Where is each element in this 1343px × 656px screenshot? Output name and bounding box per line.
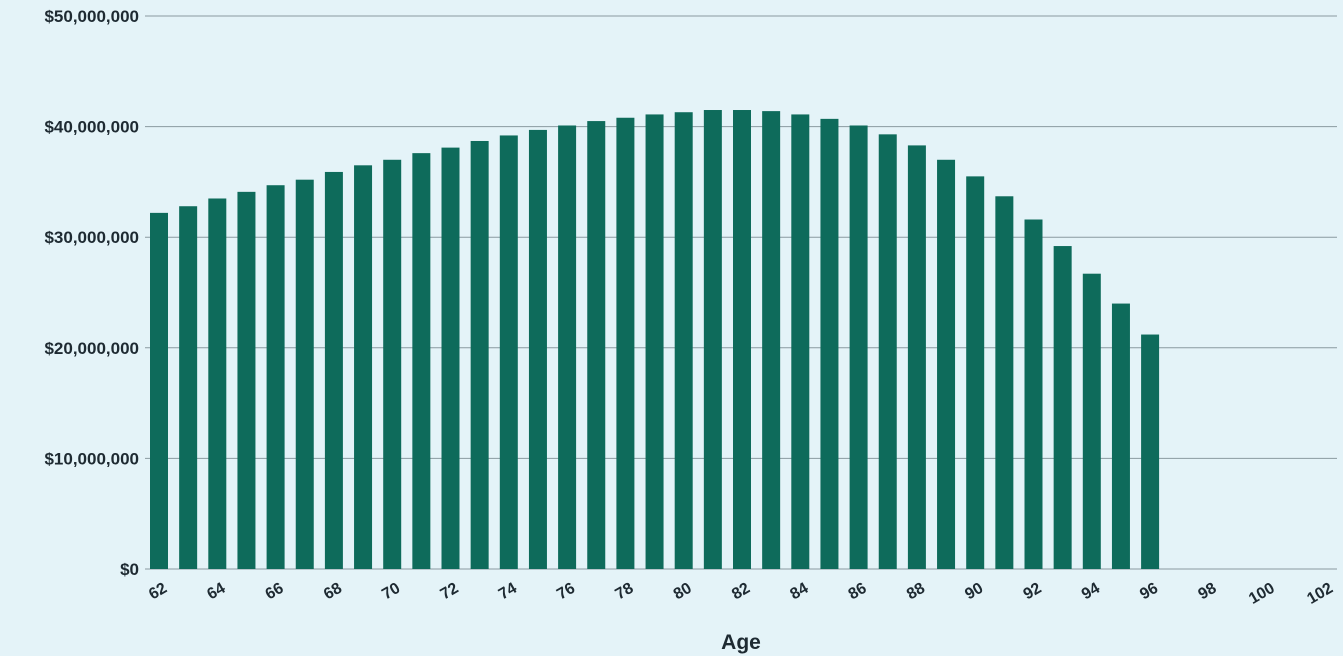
x-tick-label: 90 [962,580,986,604]
bar-age-83 [762,111,781,570]
bar-age-64 [208,198,227,570]
bar-age-82 [733,110,751,569]
bar-age-74 [499,135,518,569]
bar-age-92 [1024,219,1043,569]
bar-age-91 [995,196,1014,569]
bar-age-95 [1111,303,1130,569]
x-tick-label: 74 [496,580,520,604]
bar-age-89 [937,159,956,569]
bar-age-88 [907,145,926,569]
bar-age-72 [441,147,460,570]
bar-age-66 [266,185,285,569]
bars [150,110,1160,570]
bar-age-65 [237,191,256,569]
bar-age-81 [703,110,722,569]
x-tick-label: 92 [1021,580,1045,604]
bar-age-96 [1141,334,1160,569]
x-tick-label: 70 [379,580,403,604]
x-axis-ticks: 62 64 66 68 70 72 74 76 78 80 82 84 86 88 90 92 94 96 98 10… [146,580,1336,608]
bar-age-71 [412,153,431,569]
y-tick-label: $30,000,000 [44,228,139,247]
bar-age-94 [1082,273,1101,569]
bar-age-78 [616,117,635,569]
x-tick-label: 84 [787,580,811,604]
x-axis-title: Age [721,631,761,654]
x-tick-label: 66 [263,580,287,604]
y-axis-ticks: $0 $10,000,000 $20,000,000 $30,000,000 $40,0… [44,7,139,579]
bar-age-84 [791,114,810,570]
bar-age-69 [354,165,373,569]
x-tick-label: 62 [146,580,170,604]
bar-age-80 [674,112,693,569]
y-tick-label: $40,000,000 [44,118,139,137]
bar-age-87 [878,134,897,569]
x-tick-label: 98 [1195,580,1219,604]
x-tick-label: 78 [612,580,636,604]
x-tick-label: 100 [1246,580,1278,608]
bar-age-90 [966,176,985,569]
y-tick-label: $10,000,000 [44,449,139,468]
x-tick-label: 64 [204,580,228,604]
bar-age-85 [820,118,839,570]
bar-age-79 [645,114,664,570]
x-tick-label: 68 [321,580,345,604]
x-tick-label: 86 [846,580,870,604]
bar-age-76 [558,125,577,570]
y-tick-label: $0 [120,560,139,579]
x-tick-label: 72 [438,580,462,604]
bar-age-93 [1053,246,1072,570]
bar-age-73 [470,140,489,570]
bar-age-75 [528,129,547,570]
bar-age-70 [383,159,402,569]
x-tick-label: 96 [1137,580,1161,604]
bar-age-62 [150,212,168,569]
x-tick-label: 76 [554,580,578,604]
x-tick-label: 80 [671,580,695,604]
bar-age-77 [587,121,606,569]
y-tick-label: $20,000,000 [44,339,139,358]
x-tick-label: 94 [1079,580,1103,604]
bar-age-63 [179,206,198,570]
y-tick-label: $50,000,000 [44,7,139,26]
x-tick-label: 82 [729,580,753,604]
x-tick-label: 102 [1304,580,1336,608]
bar-age-68 [324,171,343,569]
x-tick-label: 88 [904,580,928,604]
bar-age-67 [295,179,314,569]
bar-age-86 [849,125,868,570]
